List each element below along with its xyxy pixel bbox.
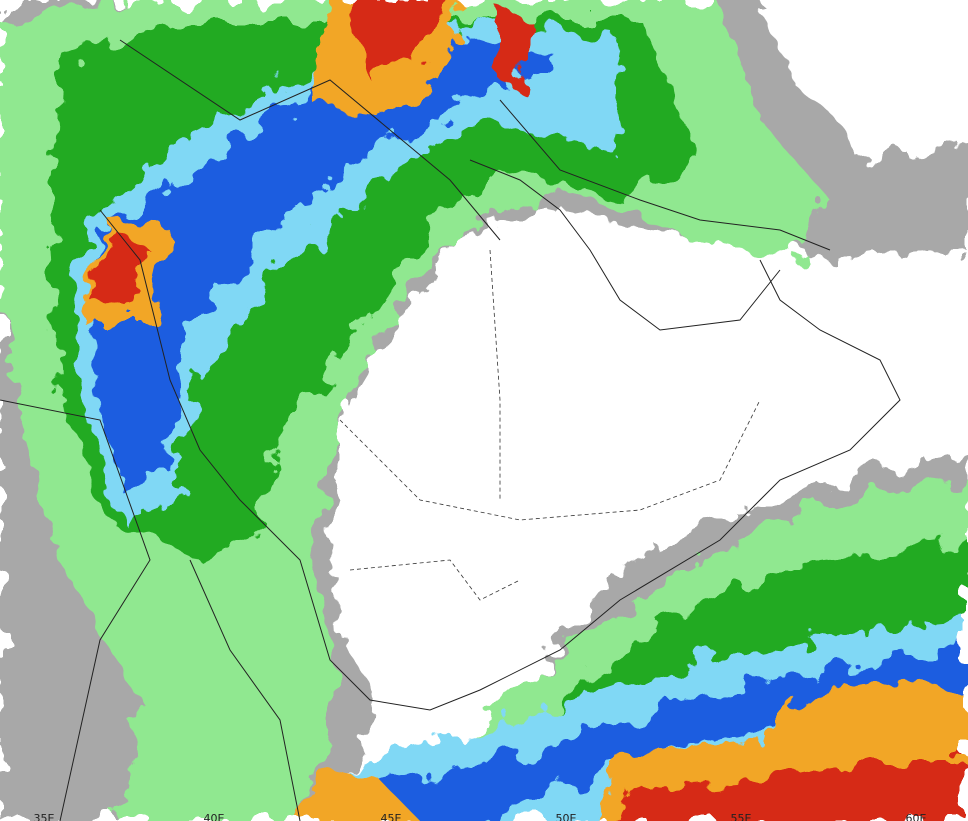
longitude-label: 40E <box>204 812 225 821</box>
dry-interior <box>340 205 900 690</box>
longitude-label: 35E <box>34 812 55 821</box>
dry-east <box>840 250 968 460</box>
border <box>349 559 521 601</box>
blue <box>340 650 968 821</box>
coastline <box>99 209 901 711</box>
longitude-label: 60E <box>906 812 927 821</box>
borders <box>0 39 901 821</box>
border <box>489 249 501 500</box>
border <box>0 399 151 821</box>
longitude-label: 50E <box>556 812 577 821</box>
dry-east <box>760 10 968 150</box>
longitude-label: 45E <box>381 812 402 821</box>
red <box>350 0 450 80</box>
red <box>610 760 968 821</box>
longitude-labels: 35E 40E 45E 50E 55E 60E <box>34 812 927 821</box>
longitude-label: 55E <box>731 812 752 821</box>
orange <box>300 770 420 821</box>
light-blue <box>70 20 620 520</box>
border <box>339 399 761 521</box>
border <box>189 559 301 821</box>
red <box>500 10 530 90</box>
red <box>90 230 150 310</box>
border <box>119 39 501 241</box>
dry-area <box>340 10 968 690</box>
gulf-coast <box>469 159 781 331</box>
iran-coast <box>499 99 831 251</box>
